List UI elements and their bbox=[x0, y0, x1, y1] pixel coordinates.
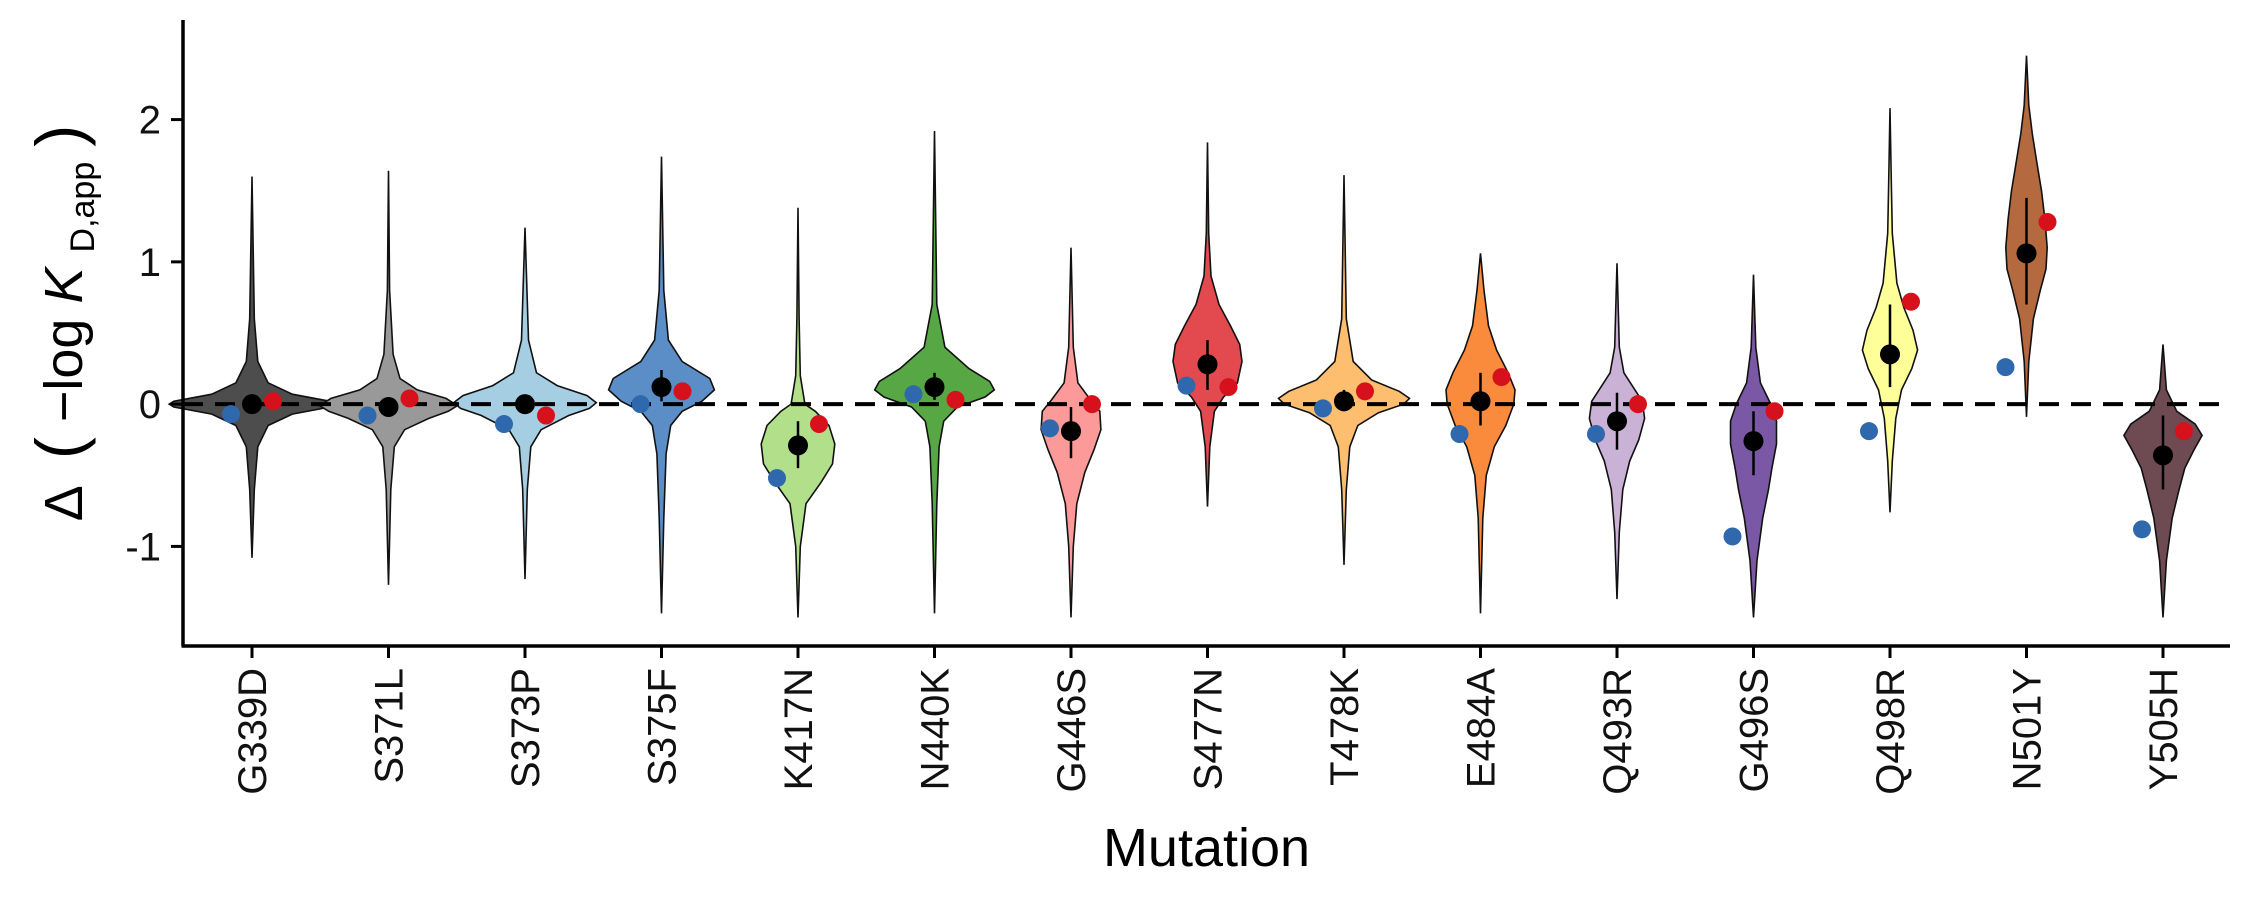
red-point-Q498R bbox=[1902, 292, 1920, 311]
blue-point-G446S bbox=[1041, 419, 1059, 438]
x-tick-label-S373P: S373P bbox=[504, 668, 548, 788]
blue-point-Q498R bbox=[1860, 422, 1878, 441]
violin-K417N bbox=[760, 207, 836, 618]
blue-point-S371L bbox=[358, 406, 377, 425]
blue-point-G496S bbox=[1723, 527, 1742, 546]
median-point-G339D bbox=[242, 394, 262, 415]
median-point-S375F bbox=[651, 377, 672, 398]
y-axis-ticks: 2 1 0 -1 bbox=[125, 99, 183, 569]
median-point-T478K bbox=[1334, 391, 1354, 412]
x-axis-title: Mutation bbox=[1103, 818, 1310, 878]
x-tick-label-G496S: G496S bbox=[1733, 668, 1777, 793]
blue-point-Y505H bbox=[2133, 520, 2151, 539]
red-point-T478K bbox=[1356, 382, 1374, 401]
median-point-G496S bbox=[1743, 431, 1764, 452]
red-point-E484A bbox=[1492, 368, 1511, 387]
violin-G339D bbox=[167, 176, 337, 558]
y-axis-title-prefix: Δ bbox=[34, 486, 94, 521]
red-point-S373P bbox=[537, 406, 555, 425]
median-point-N501Y bbox=[2016, 243, 2037, 264]
median-point-S371L bbox=[378, 396, 399, 417]
violin-T478K bbox=[1277, 175, 1411, 565]
x-tick-label-Q498R: Q498R bbox=[1869, 668, 1913, 795]
blue-point-K417N bbox=[768, 469, 786, 488]
blue-point-N440K bbox=[904, 385, 923, 404]
x-tick-label-S477N: S477N bbox=[1187, 668, 1231, 790]
median-point-E484A bbox=[1470, 391, 1491, 412]
median-point-K417N bbox=[788, 435, 808, 456]
red-point-Q493R bbox=[1629, 395, 1647, 414]
median-point-Q493R bbox=[1607, 411, 1627, 432]
red-point-Y505H bbox=[2175, 422, 2193, 441]
x-tick-label-T478K: T478K bbox=[1323, 668, 1367, 786]
x-tick-label-N440K: N440K bbox=[914, 668, 958, 791]
x-tick-label-G446S: G446S bbox=[1050, 668, 1094, 793]
blue-point-T478K bbox=[1314, 399, 1332, 418]
median-point-S477N bbox=[1197, 354, 1218, 375]
violin-S477N bbox=[1172, 142, 1243, 507]
median-point-S373P bbox=[515, 394, 535, 415]
red-point-S477N bbox=[1219, 378, 1238, 397]
median-point-N440K bbox=[924, 377, 945, 398]
violin-N440K bbox=[873, 130, 996, 614]
y-tick-label: 2 bbox=[139, 99, 161, 143]
x-tick-label-Y505H: Y505H bbox=[2142, 668, 2186, 790]
x-tick-label-G339D: G339D bbox=[231, 668, 275, 795]
red-point-N501Y bbox=[2038, 213, 2057, 232]
x-tick-label-N501Y: N501Y bbox=[2006, 668, 2050, 790]
red-point-G496S bbox=[1765, 402, 1784, 421]
y-axis-title-k: K bbox=[34, 266, 94, 304]
violins-layer bbox=[167, 55, 2204, 618]
blue-point-Q493R bbox=[1587, 425, 1605, 444]
y-tick-label: -1 bbox=[125, 525, 161, 569]
x-tick-label-S371L: S371L bbox=[368, 668, 412, 784]
y-axis-title: Δ ( −log K D,app ) bbox=[22, 125, 106, 522]
y-tick-label: 0 bbox=[139, 383, 161, 427]
red-point-N440K bbox=[946, 390, 965, 409]
violin-S371L bbox=[317, 170, 460, 585]
x-axis-ticks: G339D S371L S373P S375F K417N N440K G446S S477N… bbox=[231, 646, 2186, 795]
x-tick-label-E484A: E484A bbox=[1460, 668, 1504, 788]
blue-point-S375F bbox=[631, 395, 650, 414]
points-layer bbox=[222, 197, 2193, 546]
median-point-Y505H bbox=[2153, 445, 2173, 466]
red-point-S375F bbox=[673, 382, 692, 401]
median-point-Q498R bbox=[1880, 344, 1900, 365]
red-point-G446S bbox=[1083, 395, 1101, 414]
x-tick-label-K417N: K417N bbox=[777, 668, 821, 790]
x-tick-label-S375F: S375F bbox=[641, 668, 685, 786]
blue-point-S373P bbox=[495, 415, 513, 434]
red-point-S371L bbox=[400, 389, 419, 408]
blue-point-G339D bbox=[222, 405, 240, 424]
x-tick-label-Q493R: Q493R bbox=[1596, 668, 1640, 795]
median-point-G446S bbox=[1061, 421, 1081, 442]
red-point-K417N bbox=[810, 415, 828, 434]
blue-point-E484A bbox=[1450, 425, 1469, 444]
y-tick-label: 1 bbox=[139, 241, 161, 285]
red-point-G339D bbox=[264, 392, 282, 411]
blue-point-N501Y bbox=[1996, 358, 2015, 377]
blue-point-S477N bbox=[1177, 376, 1196, 395]
y-axis-title-neglog: −log bbox=[34, 304, 94, 423]
y-axis-title-subscript: D,app bbox=[64, 162, 102, 253]
